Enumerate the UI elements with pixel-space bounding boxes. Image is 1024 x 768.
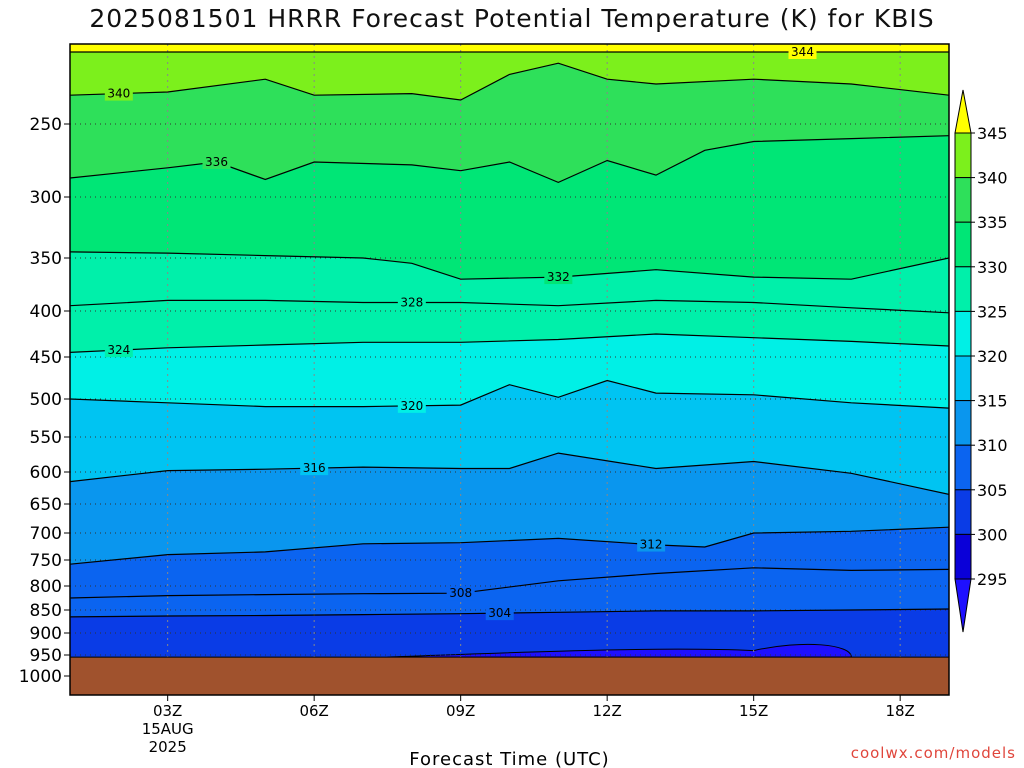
theta-fill-layer — [70, 44, 949, 658]
y-tick-label-500: 500 — [30, 390, 62, 410]
ground-layer — [70, 656, 949, 695]
contour-label-340: 340 — [107, 87, 130, 101]
y-tick-label-550: 550 — [30, 428, 62, 448]
colorbar-label-310: 310 — [977, 436, 1008, 455]
contour-label-bg-308 — [446, 586, 475, 601]
colorbar-label-335: 335 — [977, 213, 1008, 232]
x-tick-label-03Z: 03Z — [153, 702, 182, 720]
contour-label-304: 304 — [488, 606, 511, 620]
colorbar-segment-9 — [954, 533, 972, 580]
colorbar-label-315: 315 — [977, 392, 1008, 411]
x-date-label-0: 15AUG — [142, 720, 194, 738]
contour-label-308: 308 — [449, 586, 472, 600]
band-fill-340 — [70, 44, 949, 100]
band-fill-344 — [70, 44, 949, 52]
contour-label-bg-304 — [485, 606, 514, 621]
contour-312 — [70, 526, 949, 565]
x-tick-label-12Z: 12Z — [592, 702, 621, 720]
contour-label-bg-332 — [544, 270, 573, 285]
colorbar-segment-1 — [954, 177, 972, 223]
y-tick-label-400: 400 — [30, 302, 62, 322]
contour-layer: 304 308 312 316 320 324 328 332 336 340 344 — [70, 45, 949, 621]
colorbar-label-300: 300 — [977, 525, 1008, 544]
contour-label-320: 320 — [400, 399, 423, 413]
colorbar-label-305: 305 — [977, 481, 1008, 500]
band-fill-cold-pocket — [387, 643, 852, 658]
contour-label-bg-312 — [637, 537, 666, 552]
contour-336 — [70, 135, 949, 184]
y-tick-label-600: 600 — [30, 463, 62, 483]
y-tick-label-850: 850 — [30, 601, 62, 621]
contour-label-336: 336 — [205, 155, 228, 169]
contour-320 — [70, 379, 949, 409]
y-tick-label-450: 450 — [30, 348, 62, 368]
colorbar-label-330: 330 — [977, 258, 1008, 277]
contour-label-324: 324 — [107, 343, 130, 357]
y-tick-label-350: 350 — [30, 249, 62, 269]
credit-text: coolwx.com/models — [850, 744, 1016, 762]
x-axis-label: Forecast Time (UTC) — [409, 749, 609, 768]
colorbar-segment-6 — [954, 400, 972, 446]
contour-label-bg-316 — [300, 461, 329, 476]
contour-308 — [70, 567, 949, 599]
contour-label-bg-324 — [104, 343, 133, 358]
colorbar-segment-0 — [954, 132, 972, 179]
y-tick-label-300: 300 — [30, 188, 62, 208]
contour-316 — [70, 452, 949, 495]
contour-328 — [70, 299, 949, 314]
ground-fill — [70, 657, 949, 695]
colorbar-segment-2 — [954, 221, 972, 268]
colorbar-top-arrow — [954, 89, 972, 134]
colorbar-segment-5 — [954, 355, 972, 402]
colorbar-segment-8 — [954, 489, 972, 535]
plot-frame — [69, 43, 950, 696]
contour-label-332: 332 — [547, 270, 570, 284]
x-tick-label-06Z: 06Z — [299, 702, 328, 720]
y-tick-label-750: 750 — [30, 551, 62, 571]
contour-label-312: 312 — [640, 538, 663, 552]
y-tick-label-250: 250 — [30, 115, 62, 135]
colorbar-label-325: 325 — [977, 302, 1008, 321]
colorbar-segment-7 — [954, 444, 972, 491]
y-tick-label-700: 700 — [30, 524, 62, 544]
colorbar-segment-3 — [954, 266, 972, 312]
contour-label-bg-328 — [397, 295, 426, 310]
colorbar-bottom-arrow — [954, 578, 972, 633]
y-tick-label-900: 900 — [30, 624, 62, 644]
contour-324 — [70, 333, 949, 353]
contour-label-bg-336 — [202, 154, 231, 169]
contour-label-316: 316 — [303, 461, 326, 475]
x-tick-label-09Z: 09Z — [446, 702, 475, 720]
y-tick-label-1000: 1000 — [19, 667, 62, 687]
colorbar-label-340: 340 — [977, 169, 1008, 188]
x-tick-label-15Z: 15Z — [739, 702, 768, 720]
x-tick-label-18Z: 18Z — [885, 702, 914, 720]
contour-label-344: 344 — [791, 45, 814, 59]
y-tick-label-650: 650 — [30, 495, 62, 515]
y-tick-label-950: 950 — [30, 646, 62, 666]
colorbar: 345 340 335 330 325 320 315 310 305 300 295 — [954, 89, 1008, 633]
contour-label-328: 328 — [400, 296, 423, 310]
axis-layer: 250 300 350 400 450 500 550 600 650 700 750 800 850 9… — [19, 115, 915, 768]
colorbar-segment-4 — [954, 310, 972, 357]
contour-label-bg-340 — [104, 86, 133, 101]
contour-332 — [70, 251, 949, 280]
contour-label-bg-320 — [397, 398, 426, 413]
x-date-label-1: 2025 — [149, 738, 187, 756]
colorbar-label-345: 345 — [977, 124, 1008, 143]
contour-label-bg-344 — [788, 45, 817, 59]
chart-title: 2025081501 HRRR Forecast Potential Tempe… — [89, 4, 935, 33]
contour-340 — [70, 62, 949, 101]
colorbar-label-295: 295 — [977, 570, 1008, 589]
colorbar-label-320: 320 — [977, 347, 1008, 366]
grid-layer — [70, 44, 949, 695]
y-tick-label-800: 800 — [30, 577, 62, 597]
